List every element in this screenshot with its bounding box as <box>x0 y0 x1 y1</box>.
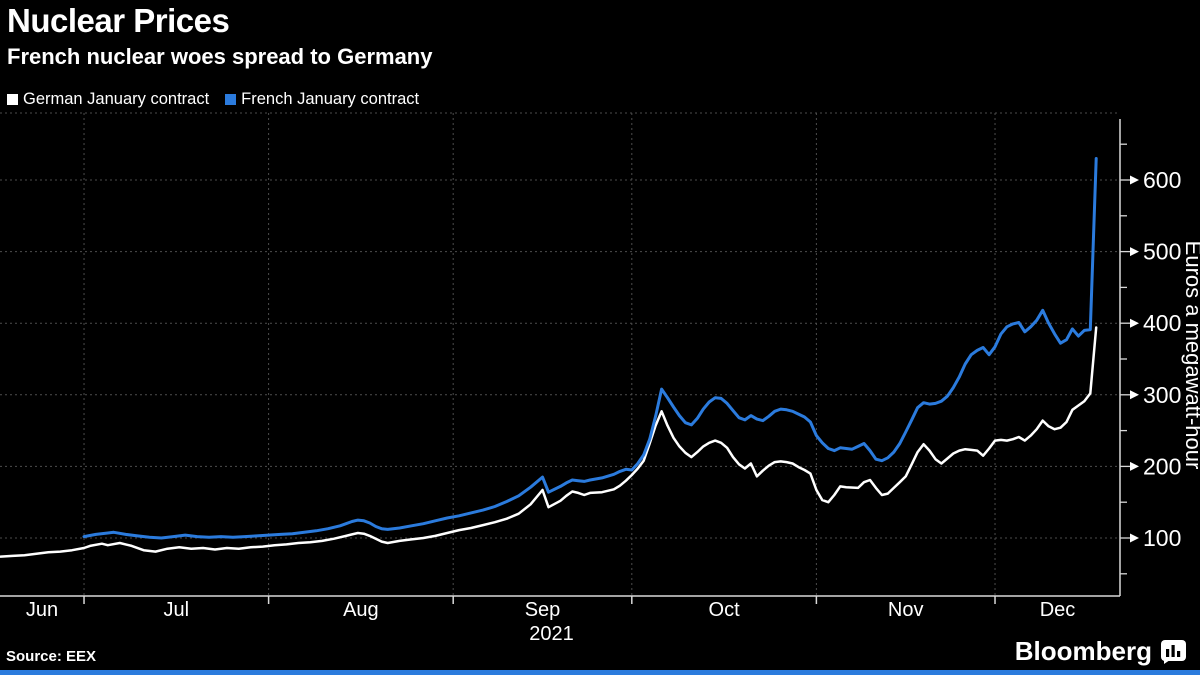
french-contract-line <box>82 157 1098 540</box>
y-tick-label-400: 400 <box>1143 310 1181 336</box>
bloomberg-chart-icon <box>1161 639 1186 664</box>
y-tick-arrow-icon-200 <box>1130 461 1139 471</box>
x-axis-year-label: 2021 <box>529 623 574 645</box>
x-tick-label-oct: Oct <box>709 599 741 621</box>
legend-item-french: French January contract <box>225 90 419 109</box>
bloomberg-wordmark: Bloomberg <box>1014 636 1152 666</box>
y-tick-label-300: 300 <box>1143 382 1181 408</box>
accent-bottom-bar <box>0 670 1200 675</box>
legend-label-french: French January contract <box>241 90 420 108</box>
x-tick-label-jul: Jul <box>164 599 190 621</box>
chart-legend: German January contract French January c… <box>7 90 419 109</box>
y-tick-label-100: 100 <box>1143 525 1181 551</box>
page-title: Nuclear Prices <box>7 2 230 39</box>
source-credit: Source: EEX <box>6 648 97 665</box>
y-tick-arrow-icon-600 <box>1130 175 1139 185</box>
y-tick-arrow-icon-300 <box>1130 390 1139 400</box>
x-tick-label-sep: Sep <box>525 599 561 621</box>
french-series-swatch-icon <box>225 94 237 105</box>
x-tick-label-aug: Aug <box>343 599 379 621</box>
bloomberg-logo: Bloomberg <box>1015 636 1186 667</box>
german-series-swatch-icon <box>7 94 18 105</box>
x-tick-label-nov: Nov <box>888 599 924 621</box>
y-tick-label-500: 500 <box>1143 239 1181 265</box>
legend-item-german: German January contract <box>7 90 209 109</box>
y-tick-label-200: 200 <box>1143 453 1181 479</box>
y-tick-arrow-icon-400 <box>1130 318 1139 328</box>
y-tick-arrow-icon-100 <box>1130 533 1139 543</box>
chart-subtitle: French nuclear woes spread to Germany <box>7 44 433 69</box>
german-contract-line <box>0 326 1098 558</box>
x-tick-label-dec: Dec <box>1040 599 1076 621</box>
x-tick-label-jun: Jun <box>26 599 58 621</box>
y-tick-arrow-icon-500 <box>1130 247 1139 257</box>
legend-label-german: German January contract <box>23 90 210 108</box>
y-axis-title: Euros a megawatt-hour <box>1181 241 1200 470</box>
y-tick-label-600: 600 <box>1143 167 1181 193</box>
